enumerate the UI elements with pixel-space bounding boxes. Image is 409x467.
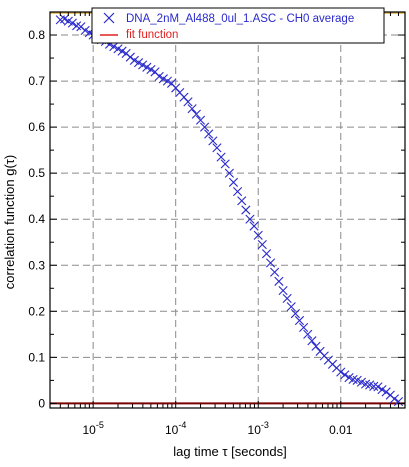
legend-box <box>91 7 385 44</box>
data-point <box>373 382 383 392</box>
y-tick-label: 0.8 <box>28 28 45 42</box>
data-point <box>278 285 288 296</box>
data-point <box>274 276 284 286</box>
data-point <box>237 196 247 206</box>
data-point <box>294 315 305 326</box>
data-point <box>212 143 222 153</box>
data-point <box>158 74 168 84</box>
y-tick-label: 0.2 <box>28 304 45 318</box>
data-point <box>241 205 251 215</box>
data-point <box>389 394 400 404</box>
data-point <box>265 258 276 268</box>
data-series <box>55 14 404 407</box>
data-point <box>208 136 218 146</box>
data-point <box>257 239 267 250</box>
data-point <box>286 302 296 312</box>
data-point <box>290 309 300 319</box>
data-point <box>393 396 404 407</box>
legend-label-data: DNA_2nM_Al488_0ul_1.ASC - CH0 average <box>126 13 354 25</box>
data-point <box>249 221 259 231</box>
legend-marker-data <box>103 12 115 24</box>
data-point <box>381 387 391 397</box>
data-point <box>216 152 226 162</box>
data-point <box>299 322 309 333</box>
y-tick-label: 0.7 <box>28 74 45 88</box>
data-point <box>311 341 321 351</box>
data-point <box>282 293 292 303</box>
y-tick-label: 0.6 <box>28 120 45 134</box>
data-point <box>138 60 148 70</box>
y-tick-label: 0.1 <box>28 350 45 364</box>
data-point <box>369 381 379 391</box>
data-point <box>245 214 255 224</box>
data-point <box>261 249 272 259</box>
data-point <box>109 41 119 52</box>
legend: DNA_2nM_Al488_0ul_1.ASC - CH0 average fi… <box>91 7 385 44</box>
data-point <box>253 230 263 240</box>
data-point <box>303 329 313 339</box>
data-point <box>307 336 317 346</box>
data-point <box>154 71 164 82</box>
y-tick-label: 0.4 <box>28 212 45 226</box>
y-tick-label: 0.5 <box>28 166 45 180</box>
data-point <box>183 97 193 107</box>
legend-label-fit: fit function <box>126 29 178 41</box>
data-point <box>204 129 214 139</box>
x-axis-label: lag time τ [seconds] <box>173 444 287 459</box>
data-point <box>125 52 135 62</box>
y-tick-labels: 0 0.1 0.2 0.3 0.4 0.5 0.6 0.7 0.8 <box>28 28 45 410</box>
data-point <box>117 46 127 56</box>
y-tick-label: 0 <box>38 396 45 410</box>
data-point <box>336 367 346 377</box>
data-point <box>67 18 77 28</box>
data-point <box>80 25 90 36</box>
data-point <box>133 58 144 68</box>
data-point <box>228 177 239 187</box>
data-point <box>377 384 387 395</box>
data-point <box>224 168 234 178</box>
data-point <box>270 267 280 277</box>
data-point <box>195 115 206 125</box>
data-point <box>142 62 152 72</box>
data-point <box>340 370 350 380</box>
data-point <box>232 186 243 197</box>
data-point <box>200 122 210 132</box>
data-point <box>129 55 139 65</box>
y-tick-label: 0.3 <box>28 258 45 272</box>
data-point <box>146 64 156 75</box>
data-point <box>162 76 173 86</box>
data-point <box>220 159 230 169</box>
y-axis-label: correlation function g(τ) <box>2 155 17 289</box>
data-point <box>191 109 201 119</box>
data-point <box>187 104 197 114</box>
x-tick-label: 0.01 <box>329 423 353 437</box>
